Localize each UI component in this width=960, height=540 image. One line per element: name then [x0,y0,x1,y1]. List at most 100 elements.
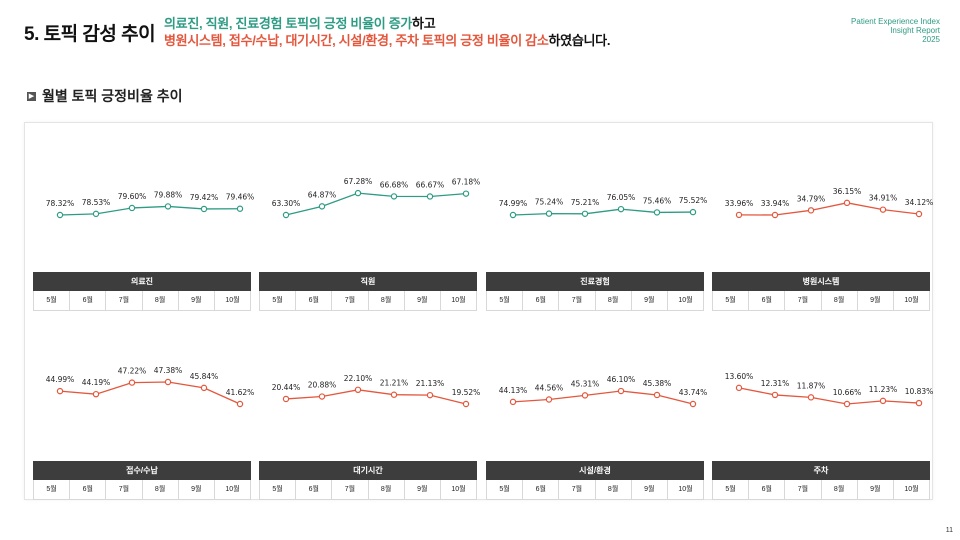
topic-chart: 44.99% 44.19% 47.22% 47.38% 45.84% 41.62% 접수/수… [25,312,254,501]
brand-year: 2025 [922,35,940,44]
data-label: 19.52% [452,388,481,397]
data-point [282,211,290,219]
data-point [390,391,398,398]
month-axis: 5월 6월 7월 8월 9월 10월 [33,480,251,500]
series-line [59,381,241,405]
data-point [915,210,923,218]
data-point [545,210,553,217]
data-point [462,190,470,197]
topic-chart: 44.13% 44.56% 45.31% 46.10% 45.38% 43.74% 시설/환… [478,312,707,501]
data-point [56,211,64,219]
topic-category-label: 진료경험 [486,272,704,291]
month-tick-label: 9월 [179,480,215,499]
data-point [236,205,244,212]
month-tick-label: 5월 [34,480,71,499]
topic-chart: 20.44% 20.88% 22.10% 21.21% 21.13% 19.52% 대기시간… [251,312,480,501]
data-point [689,400,697,408]
data-label: 45.84% [190,372,219,381]
data-point [282,395,290,403]
month-tick-label: 9월 [858,480,894,499]
month-axis: 5월 6월 7월 8월 9월 10월 [259,480,477,500]
data-label: 66.68% [380,180,409,189]
data-label: 13.60% [725,372,754,381]
data-label: 21.21% [380,379,409,388]
data-label: 79.46% [226,193,255,202]
chart-subtitle-text: 월별 토픽 긍정비율 추이 [42,88,183,104]
month-tick-label: 6월 [70,291,107,310]
month-tick-label: 9월 [405,291,441,310]
data-label: 47.22% [118,367,147,376]
data-label: 20.44% [272,383,301,392]
month-tick-label: 8월 [822,291,858,310]
month-tick-label: 7월 [785,480,822,499]
data-point [545,396,553,403]
month-tick-label: 5월 [34,291,71,310]
data-label: 21.13% [416,379,445,388]
data-point [92,390,100,398]
data-point [771,211,779,219]
month-tick-label: 8월 [822,480,858,499]
topic-chart: 63.30% 64.87% 67.28% 66.68% 66.67% 67.18% 직원 5월… [251,123,480,312]
month-tick-label: 5월 [260,480,297,499]
month-tick-label: 10월 [225,486,240,493]
month-tick-label: 8월 [369,291,405,310]
line-chart-svg: 13.60% 12.31% 11.87% 10.66% 11.23% 10.83% [725,372,933,408]
data-point [318,393,326,400]
month-tick-label: 9월 [858,291,894,310]
data-label: 45.38% [643,379,672,388]
data-point [689,208,697,216]
month-tick-label: 10월 [678,486,693,493]
data-label: 63.30% [272,199,301,208]
data-point [56,387,64,395]
month-tick-label: 10월 [451,297,466,304]
month-tick-label: 7월 [332,480,369,499]
brand-line-2: Insight Report [890,26,940,35]
data-label: 34.79% [797,194,826,203]
data-point [128,379,136,386]
month-tick-label: 10월 [904,486,919,493]
topic-category-label: 주차 [712,461,930,480]
series-line [59,205,241,216]
section-title: 5. 토픽 감성 추이 [24,24,156,45]
data-point [771,391,779,399]
month-tick-label: 9월 [405,480,441,499]
month-tick-label: 9월 [179,291,215,310]
topic-category-label: 직원 [259,272,477,291]
data-label: 34.12% [905,198,934,207]
month-tick-label: 6월 [749,480,786,499]
data-point [509,211,517,219]
month-axis: 5월 6월 7월 8월 9월 10월 [486,291,704,311]
month-axis: 5월 6월 7월 8월 9월 10월 [712,291,930,311]
month-tick-label: 5월 [487,291,524,310]
series-line [512,208,694,216]
data-point [200,384,208,392]
line-chart-svg: 33.96% 33.94% 34.79% 36.15% 34.91% 34.12% [725,187,933,219]
month-tick-label: 10월 [225,297,240,304]
data-point [581,392,589,399]
month-tick-label: 10월 [451,486,466,493]
data-point [653,391,661,399]
topic-chart: 78.32% 78.53% 79.60% 79.88% 79.42% 79.46% 의료진 5… [25,123,254,312]
data-label: 44.13% [499,386,528,395]
data-point [735,384,743,392]
data-point [843,400,851,408]
line-chart-svg: 78.32% 78.53% 79.60% 79.88% 79.42% 79.46% [46,190,254,219]
data-label: 43.74% [679,388,708,397]
data-label: 78.32% [46,199,75,208]
data-label: 76.05% [607,193,636,202]
topic-chart: 33.96% 33.94% 34.79% 36.15% 34.91% 34.12% 병원시스… [704,123,933,312]
month-tick-label: 9월 [632,480,668,499]
data-label: 36.15% [833,187,862,196]
data-point [128,204,136,212]
month-tick-label: 7월 [106,291,143,310]
brand-line-1: Patient Experience Index [851,17,940,26]
data-label: 75.46% [643,196,672,205]
month-tick-label: 8월 [143,480,179,499]
data-label: 79.88% [154,190,183,199]
topic-category-label: 병원시스템 [712,272,930,291]
headline-line-2: 병원시스템, 접수/수납, 대기시간, 시설/환경, 주차 토픽의 긍정 비율이… [164,32,610,49]
month-axis: 5월 6월 7월 8월 9월 10월 [712,480,930,500]
data-point [390,193,398,200]
headline-line2-tail: 하였습니다. [548,33,611,48]
data-label: 75.21% [571,198,600,207]
